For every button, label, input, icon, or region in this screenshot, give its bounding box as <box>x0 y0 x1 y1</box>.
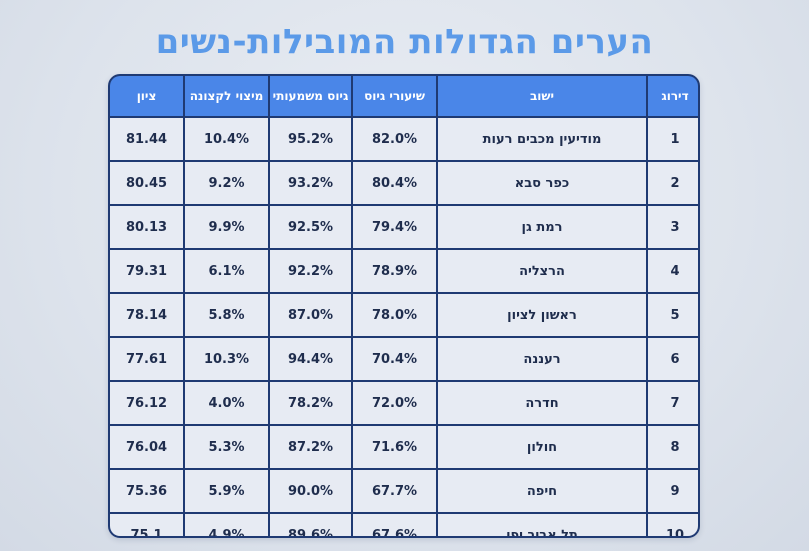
table-row: 3 רמת גן 79.4% 92.5% 9.9% 80.13 <box>110 204 698 250</box>
city-cell: הרצליה <box>436 248 648 294</box>
score-cell: 79.31 <box>110 248 185 294</box>
table-row: 5 ראשון לציון 78.0% 87.0% 5.8% 78.14 <box>110 292 698 338</box>
rank-cell: 4 <box>646 248 698 294</box>
rank-cell: 6 <box>646 336 698 382</box>
meaningful-cell: 95.2% <box>268 116 353 162</box>
meaningful-cell: 90.0% <box>268 468 353 514</box>
city-cell: רעננה <box>436 336 648 382</box>
excellence-cell: 6.1% <box>183 248 270 294</box>
meaningful-cell: 92.5% <box>268 204 353 250</box>
header-row: דירוג ישוב שיעורי גיוס גיוס משמעותי מיצו… <box>110 76 698 118</box>
score-cell: 76.12 <box>110 380 185 426</box>
rank-cell: 8 <box>646 424 698 470</box>
header-city: ישוב <box>436 76 648 118</box>
header-bagrut: שיעורי גיוס <box>351 76 438 118</box>
bagrut-cell: 79.4% <box>351 204 438 250</box>
bagrut-cell: 78.9% <box>351 248 438 294</box>
excellence-cell: 9.9% <box>183 204 270 250</box>
score-cell: 75.1 <box>110 512 185 536</box>
score-cell: 78.14 <box>110 292 185 338</box>
header-rank: דירוג <box>646 76 698 118</box>
bagrut-cell: 67.6% <box>351 512 438 536</box>
table-row: 2 כפר סבא 80.4% 93.2% 9.2% 80.45 <box>110 160 698 206</box>
rank-cell: 5 <box>646 292 698 338</box>
meaningful-cell: 94.4% <box>268 336 353 382</box>
score-cell: 75.36 <box>110 468 185 514</box>
excellence-cell: 9.2% <box>183 160 270 206</box>
table-row: 7 חדרה 72.0% 78.2% 4.0% 76.12 <box>110 380 698 426</box>
header-meaningful: גיוס משמעותי <box>268 76 353 118</box>
meaningful-cell: 92.2% <box>268 248 353 294</box>
rank-cell: 9 <box>646 468 698 514</box>
table-header: דירוג ישוב שיעורי גיוס גיוס משמעותי מיצו… <box>110 76 698 118</box>
meaningful-cell: 78.2% <box>268 380 353 426</box>
city-cell: רמת גן <box>436 204 648 250</box>
city-cell: תל אביב יפו <box>436 512 648 536</box>
score-cell: 80.13 <box>110 204 185 250</box>
table-row: 4 הרצליה 78.9% 92.2% 6.1% 79.31 <box>110 248 698 294</box>
table-row: 10 תל אביב יפו 67.6% 89.6% 4.9% 75.1 <box>110 512 698 536</box>
rank-cell: 2 <box>646 160 698 206</box>
city-cell: חיפה <box>436 468 648 514</box>
excellence-cell: 10.4% <box>183 116 270 162</box>
bagrut-cell: 70.4% <box>351 336 438 382</box>
table-row: 8 חולון 71.6% 87.2% 5.3% 76.04 <box>110 424 698 470</box>
bagrut-cell: 71.6% <box>351 424 438 470</box>
rank-cell: 3 <box>646 204 698 250</box>
bagrut-cell: 80.4% <box>351 160 438 206</box>
table-body: 1 מודיעין מכבים רעות 82.0% 95.2% 10.4% 81.44 2… <box>110 116 698 536</box>
header-score: ציון <box>110 76 185 118</box>
city-cell: חדרה <box>436 380 648 426</box>
city-cell: חולון <box>436 424 648 470</box>
meaningful-cell: 87.2% <box>268 424 353 470</box>
meaningful-cell: 89.6% <box>268 512 353 536</box>
city-cell: כפר סבא <box>436 160 648 206</box>
table-row: 6 רעננה 70.4% 94.4% 10.3% 77.61 <box>110 336 698 382</box>
score-cell: 81.44 <box>110 116 185 162</box>
page-title: הערים הגדולות המובילות-נשים <box>155 22 654 62</box>
bagrut-cell: 67.7% <box>351 468 438 514</box>
rank-cell: 7 <box>646 380 698 426</box>
meaningful-cell: 93.2% <box>268 160 353 206</box>
meaningful-cell: 87.0% <box>268 292 353 338</box>
header-excellence: מיצוי לקצונה <box>183 76 270 118</box>
excellence-cell: 10.3% <box>183 336 270 382</box>
table-row: 1 מודיעין מכבים רעות 82.0% 95.2% 10.4% 81.44 <box>110 116 698 162</box>
rank-cell: 1 <box>646 116 698 162</box>
score-cell: 77.61 <box>110 336 185 382</box>
score-cell: 76.04 <box>110 424 185 470</box>
rank-cell: 10 <box>646 512 698 536</box>
city-cell: מודיעין מכבים רעות <box>436 116 648 162</box>
excellence-cell: 5.3% <box>183 424 270 470</box>
excellence-cell: 5.8% <box>183 292 270 338</box>
ranking-table-container: דירוג ישוב שיעורי גיוס גיוס משמעותי מיצו… <box>108 74 700 538</box>
city-cell: ראשון לציון <box>436 292 648 338</box>
bagrut-cell: 82.0% <box>351 116 438 162</box>
table-row: 9 חיפה 67.7% 90.0% 5.9% 75.36 <box>110 468 698 514</box>
ranking-table: דירוג ישוב שיעורי גיוס גיוס משמעותי מיצו… <box>110 76 698 536</box>
bagrut-cell: 78.0% <box>351 292 438 338</box>
excellence-cell: 4.9% <box>183 512 270 536</box>
score-cell: 80.45 <box>110 160 185 206</box>
excellence-cell: 5.9% <box>183 468 270 514</box>
excellence-cell: 4.0% <box>183 380 270 426</box>
bagrut-cell: 72.0% <box>351 380 438 426</box>
